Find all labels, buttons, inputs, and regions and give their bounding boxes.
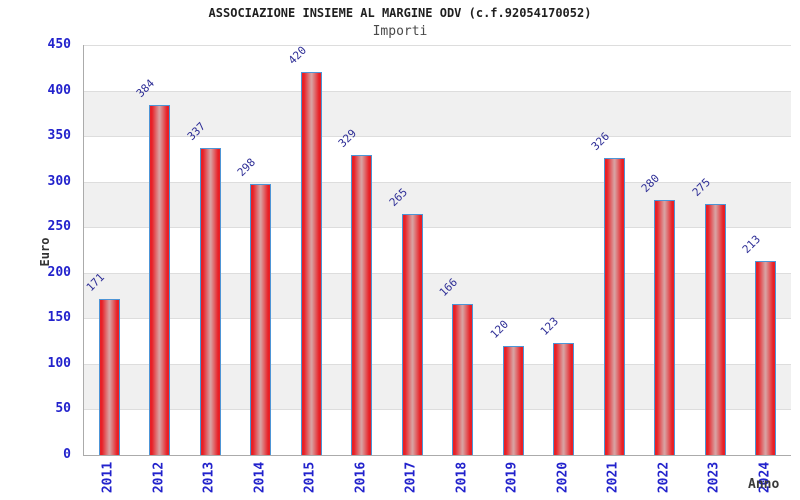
bar	[149, 105, 171, 455]
bar	[603, 157, 625, 455]
x-tick-label: 2020	[555, 461, 571, 494]
x-tick-label: 2018	[454, 461, 470, 494]
bar	[452, 303, 474, 455]
bar	[250, 183, 272, 455]
bar	[654, 199, 676, 455]
bar	[351, 155, 373, 455]
bar	[401, 213, 423, 455]
grid-band	[84, 272, 791, 319]
y-tick-label: 100	[47, 355, 71, 371]
x-axis-title: Anno	[748, 477, 780, 492]
x-tick-label: 2019	[504, 461, 520, 494]
gridline	[84, 409, 791, 411]
y-tick-label: 150	[47, 310, 71, 326]
gridline	[84, 318, 791, 320]
gridline	[84, 90, 791, 92]
gridline	[84, 181, 791, 183]
x-tick-label: 2014	[252, 461, 268, 494]
x-tick-label: 2015	[302, 461, 318, 494]
y-tick-label: 200	[47, 264, 71, 280]
gridline	[84, 45, 791, 46]
y-tick-label: 400	[47, 82, 71, 98]
bar-value-label: 120	[487, 317, 511, 341]
y-tick-label: 50	[55, 401, 71, 417]
x-tick-label: 2017	[403, 461, 419, 494]
x-tick-label: 2012	[151, 461, 167, 494]
x-tick-label: 2022	[656, 461, 672, 494]
gridline	[84, 363, 791, 365]
x-axis: 2011 2012 2013 2014 2015 2016 2017 2018 2019 2020…	[83, 456, 790, 500]
grid-band	[84, 363, 791, 410]
bar	[98, 299, 120, 455]
y-axis: 0 50 100 150 200 250 300 350 400 450	[0, 37, 78, 462]
bar	[199, 147, 221, 455]
bar	[553, 342, 575, 455]
bar	[755, 260, 777, 455]
bar	[502, 345, 524, 455]
bar-value-label: 420	[285, 44, 309, 68]
gridline	[84, 136, 791, 138]
y-tick-label: 450	[47, 37, 71, 52]
x-tick-label: 2021	[605, 461, 621, 494]
x-tick-label: 2016	[353, 461, 369, 494]
bar	[704, 204, 726, 455]
y-tick-label: 250	[47, 219, 71, 235]
gridline	[84, 227, 791, 229]
bar-value-label: 213	[740, 232, 764, 256]
gridline	[84, 272, 791, 274]
bar-value-label: 298	[235, 155, 259, 179]
bar	[300, 72, 322, 455]
chart-subtitle: Importi	[372, 24, 428, 39]
grid-band	[84, 181, 791, 228]
x-tick-label: 2023	[706, 461, 722, 494]
grid-band	[84, 90, 791, 137]
y-tick-label: 0	[63, 447, 71, 462]
chart-title: ASSOCIAZIONE INSIEME AL MARGINE ODV (c.f…	[208, 6, 592, 20]
x-tick-label: 2011	[100, 461, 116, 494]
y-tick-label: 300	[47, 173, 71, 189]
x-tick-label: 2013	[201, 461, 217, 494]
y-tick-label: 350	[47, 128, 71, 144]
plot-area: 171 384 337 298 420 329 265 166 120 123 326 280 275 2…	[83, 44, 791, 456]
y-axis-title: Euro	[38, 237, 52, 267]
